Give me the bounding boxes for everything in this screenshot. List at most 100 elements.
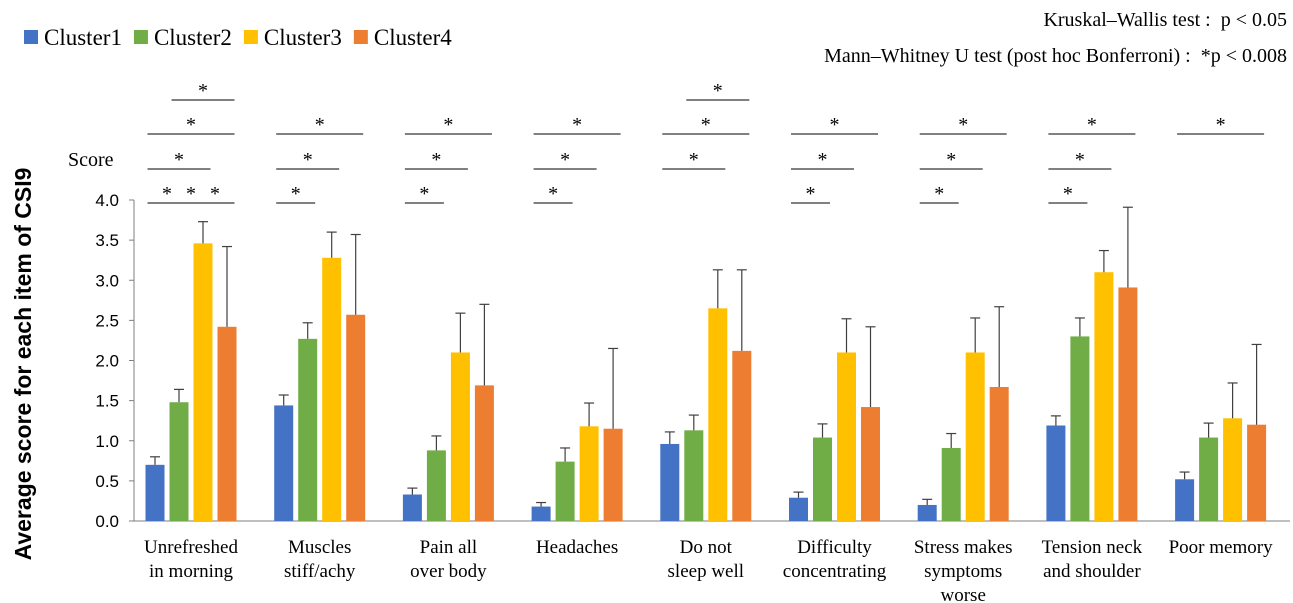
bar-cluster4-item9 <box>1247 424 1267 521</box>
significance-star: * <box>934 183 944 205</box>
significance-star: * <box>572 114 582 136</box>
bar-cluster1-item6 <box>789 497 808 521</box>
y-tick-label: 0.0 <box>95 512 119 531</box>
bar-cluster3-item6 <box>837 352 856 521</box>
bar-cluster1-item8 <box>1046 425 1066 521</box>
stats-note-mann-whitney: Mann–Whitney U test (post hoc Bonferroni… <box>824 45 1287 67</box>
bars <box>145 243 1267 521</box>
x-tick-label-9: Poor memory <box>1169 537 1273 558</box>
significance-star: * <box>174 149 184 171</box>
bar-cluster3-item2 <box>322 257 342 521</box>
y-tick-label: 3.5 <box>95 231 119 250</box>
y-tick-label: 2.5 <box>95 311 119 330</box>
bar-cluster4-item3 <box>474 385 494 521</box>
bar-cluster1-item4 <box>531 506 551 521</box>
bar-cluster3-item9 <box>1223 418 1243 521</box>
x-tick-label-7: Stress makes <box>914 537 1013 558</box>
significance-star: * <box>548 183 558 205</box>
significance-star: * <box>186 114 196 136</box>
significance-star: * <box>958 114 968 136</box>
bar-cluster2-item1 <box>169 402 189 521</box>
bar-cluster3-item4 <box>579 426 599 521</box>
legend-label-4: Cluster4 <box>374 25 452 50</box>
legend-label-2: Cluster2 <box>154 25 232 50</box>
bar-cluster4-item6 <box>861 407 880 521</box>
bar-cluster2-item2 <box>298 338 318 521</box>
bar-cluster3-item3 <box>450 352 470 521</box>
significance-star: * <box>560 149 570 171</box>
bar-cluster1-item3 <box>402 494 422 521</box>
x-tick-label-5: sleep well <box>668 561 745 582</box>
bar-cluster3-item5 <box>708 308 728 521</box>
y-tick-label: 4.0 <box>95 191 119 210</box>
x-tick-label-8: Tension neck <box>1042 537 1143 558</box>
y-unit-label: Score <box>68 149 114 171</box>
bar-cluster2-item9 <box>1199 437 1219 521</box>
bar-cluster1-item1 <box>145 464 165 521</box>
significance-star: * <box>1216 114 1226 136</box>
x-tick-label-3: Pain all <box>420 537 478 558</box>
bar-cluster2-item5 <box>684 430 704 521</box>
legend-swatch-4 <box>353 30 368 44</box>
significance-star: * <box>186 183 196 205</box>
bar-cluster2-item4 <box>555 461 575 521</box>
legend-swatch-3 <box>243 30 258 44</box>
bar-cluster2-item7 <box>941 447 961 521</box>
bar-cluster3-item7 <box>965 352 985 521</box>
bar-cluster1-item2 <box>274 405 294 521</box>
significance-star: * <box>1087 114 1097 136</box>
y-tick-label: 0.5 <box>95 472 119 491</box>
y-tick-label: 1.5 <box>95 392 119 411</box>
bar-cluster2-item3 <box>426 450 446 521</box>
x-tick-label-2: stiff/achy <box>284 561 356 582</box>
y-tick-label: 1.0 <box>95 432 119 451</box>
bar-cluster1-item9 <box>1175 479 1195 521</box>
bar-cluster3-item8 <box>1094 272 1114 521</box>
x-tick-label-4: Headaches <box>536 537 618 558</box>
legend-swatch-2 <box>133 30 148 44</box>
stats-note-kruskal-wallis: Kruskal–Wallis test : p < 0.05 <box>1043 9 1287 31</box>
significance-star: * <box>162 183 172 205</box>
significance-star: * <box>419 183 429 205</box>
bar-cluster1-item5 <box>660 443 680 521</box>
x-tick-label-6: Difficulty <box>797 537 872 558</box>
bar-cluster4-item4 <box>603 428 623 521</box>
significance-star: * <box>1075 149 1085 171</box>
significance-star: * <box>713 80 723 102</box>
legend-label-1: Cluster1 <box>44 25 122 50</box>
significance-star: * <box>210 183 220 205</box>
x-tick-label-3: over body <box>410 561 487 582</box>
significance-star: * <box>818 149 828 171</box>
x-tick-label-2: Muscles <box>288 537 351 558</box>
significance-star: * <box>1063 183 1073 205</box>
x-tick-label-7: worse <box>941 585 986 603</box>
bar-cluster4-item8 <box>1118 287 1138 521</box>
y-tick-label: 2.0 <box>95 352 119 371</box>
bar-cluster4-item1 <box>217 326 237 521</box>
legend: Cluster1 Cluster2 Cluster3 Cluster4 <box>24 25 452 50</box>
significance-star: * <box>431 149 441 171</box>
significance-star: * <box>946 149 956 171</box>
significance-star: * <box>701 114 711 136</box>
significance-star: * <box>689 149 699 171</box>
y-tick-label: 3.0 <box>95 271 119 290</box>
significance-star: * <box>315 114 325 136</box>
bar-cluster4-item5 <box>732 350 752 521</box>
significance-star: * <box>291 183 301 205</box>
bar-cluster4-item2 <box>346 314 366 521</box>
significance-star: * <box>303 149 313 171</box>
significance-brackets: * * ************************* * <box>147 80 1265 205</box>
x-tick-label-7: symptoms <box>924 561 1002 582</box>
bar-cluster3-item1 <box>193 243 213 521</box>
significance-star: * <box>198 80 208 102</box>
y-axis-title: Average score for each item of CSI9 <box>10 168 36 561</box>
bar-cluster4-item7 <box>989 386 1009 521</box>
x-tick-label-8: and shoulder <box>1043 561 1141 582</box>
bar-cluster2-item8 <box>1070 336 1090 521</box>
x-tick-label-6: concentrating <box>783 561 887 582</box>
significance-star: * <box>830 114 840 136</box>
x-tick-label-1: Unrefreshed <box>144 537 238 558</box>
bar-cluster1-item7 <box>917 504 937 521</box>
x-tick-label-1: in morning <box>149 561 233 582</box>
